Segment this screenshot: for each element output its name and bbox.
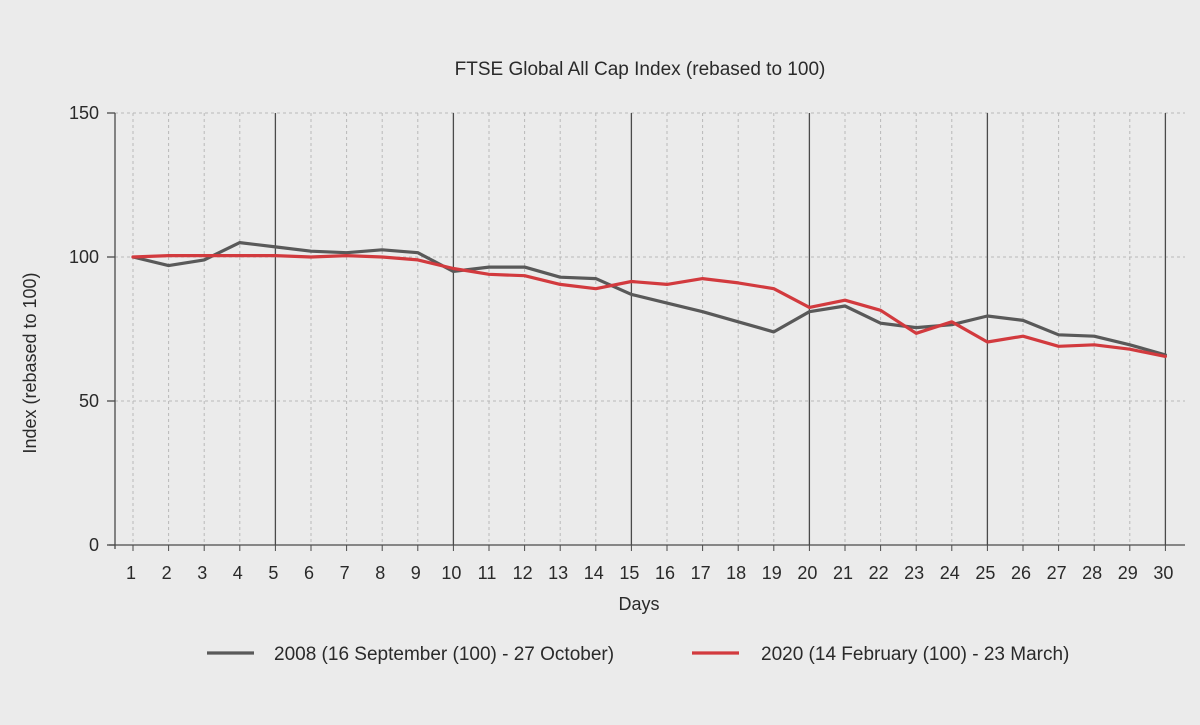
- x-tick-label: 15: [619, 563, 639, 583]
- y-tick-label: 150: [69, 103, 99, 123]
- x-tick-label: 22: [869, 563, 889, 583]
- y-tick-label: 100: [69, 247, 99, 267]
- series-line-1: [131, 241, 1168, 357]
- legend-label-1: 2008 (16 September (100) - 27 October): [274, 644, 614, 665]
- x-tick-label: 7: [340, 563, 350, 583]
- x-tick-label: 28: [1082, 563, 1102, 583]
- x-tick-label: 10: [441, 563, 461, 583]
- x-tick-label: 12: [513, 563, 533, 583]
- x-tick-label: 16: [655, 563, 675, 583]
- x-tick-label: 8: [375, 563, 385, 583]
- y-axis-label: Index (rebased to 100): [20, 272, 40, 453]
- x-tick-label: 14: [584, 563, 604, 583]
- x-tick-label: 20: [797, 563, 817, 583]
- series-lines: [131, 241, 1168, 358]
- y-tick-label: 50: [79, 391, 99, 411]
- x-tick-label: 5: [268, 563, 278, 583]
- legend-label-2: 2020 (14 February (100) - 23 March): [761, 644, 1069, 665]
- axes: [107, 112, 1185, 551]
- x-tick-label: 1: [126, 563, 136, 583]
- legend: 2008 (16 September (100) - 27 October) 20…: [207, 644, 1069, 665]
- x-tick-label: 25: [975, 563, 995, 583]
- chart-title: FTSE Global All Cap Index (rebased to 10…: [455, 59, 826, 80]
- x-tick-label: 2: [162, 563, 172, 583]
- x-tick-label: 26: [1011, 563, 1031, 583]
- x-tick-label: 6: [304, 563, 314, 583]
- x-tick-label: 29: [1118, 563, 1138, 583]
- x-tick-label: 11: [478, 563, 497, 583]
- x-tick-label: 23: [904, 563, 924, 583]
- x-tick-label: 24: [940, 563, 960, 583]
- grid: [115, 112, 1185, 545]
- x-tick-label: 18: [726, 563, 746, 583]
- x-tick-label: 9: [411, 563, 421, 583]
- series-line-2: [131, 254, 1168, 358]
- y-tick-labels: 0 50 100 150: [69, 103, 99, 555]
- x-tick-label: 3: [197, 563, 207, 583]
- x-tick-label: 21: [833, 563, 853, 583]
- y-tick-label: 0: [89, 535, 99, 555]
- x-tick-label: 19: [762, 563, 782, 583]
- x-tick-label: 13: [548, 563, 568, 583]
- x-axis-label: Days: [618, 594, 659, 614]
- x-tick-label: 4: [233, 563, 243, 583]
- x-tick-label: 17: [691, 563, 711, 583]
- x-tick-label: 27: [1047, 563, 1067, 583]
- x-tick-labels: 1 2 3 4 5 6 7 8 9 10 11 12 13 14 15 16 17 18 19 20 21 22 23 24 2…: [126, 563, 1173, 583]
- x-tick-label: 30: [1153, 563, 1173, 583]
